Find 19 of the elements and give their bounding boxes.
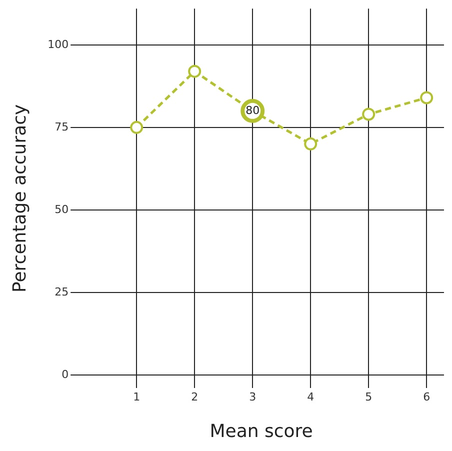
point xyxy=(304,137,318,150)
point xyxy=(130,120,144,134)
y-tick-label: 25 xyxy=(54,285,69,298)
x-tick-label: 4 xyxy=(307,390,314,404)
x-tick-label: 3 xyxy=(249,390,256,404)
x-axis-title: Mean score xyxy=(210,420,313,442)
x-tick-label: 6 xyxy=(423,390,430,404)
y-axis-title: Percentage accuracy xyxy=(9,104,30,292)
y-tick-label: 0 xyxy=(62,368,69,381)
y-tick-label: 50 xyxy=(54,202,69,216)
y-tick-label: 75 xyxy=(54,120,69,134)
x-tick-label: 5 xyxy=(365,390,372,404)
point xyxy=(420,91,434,104)
y-tick-label: 100 xyxy=(48,38,69,51)
x-tick-label: 1 xyxy=(133,390,140,404)
point xyxy=(362,108,376,121)
point xyxy=(188,64,202,78)
data-label: 80 xyxy=(246,104,260,117)
x-tick-label: 2 xyxy=(191,390,198,404)
